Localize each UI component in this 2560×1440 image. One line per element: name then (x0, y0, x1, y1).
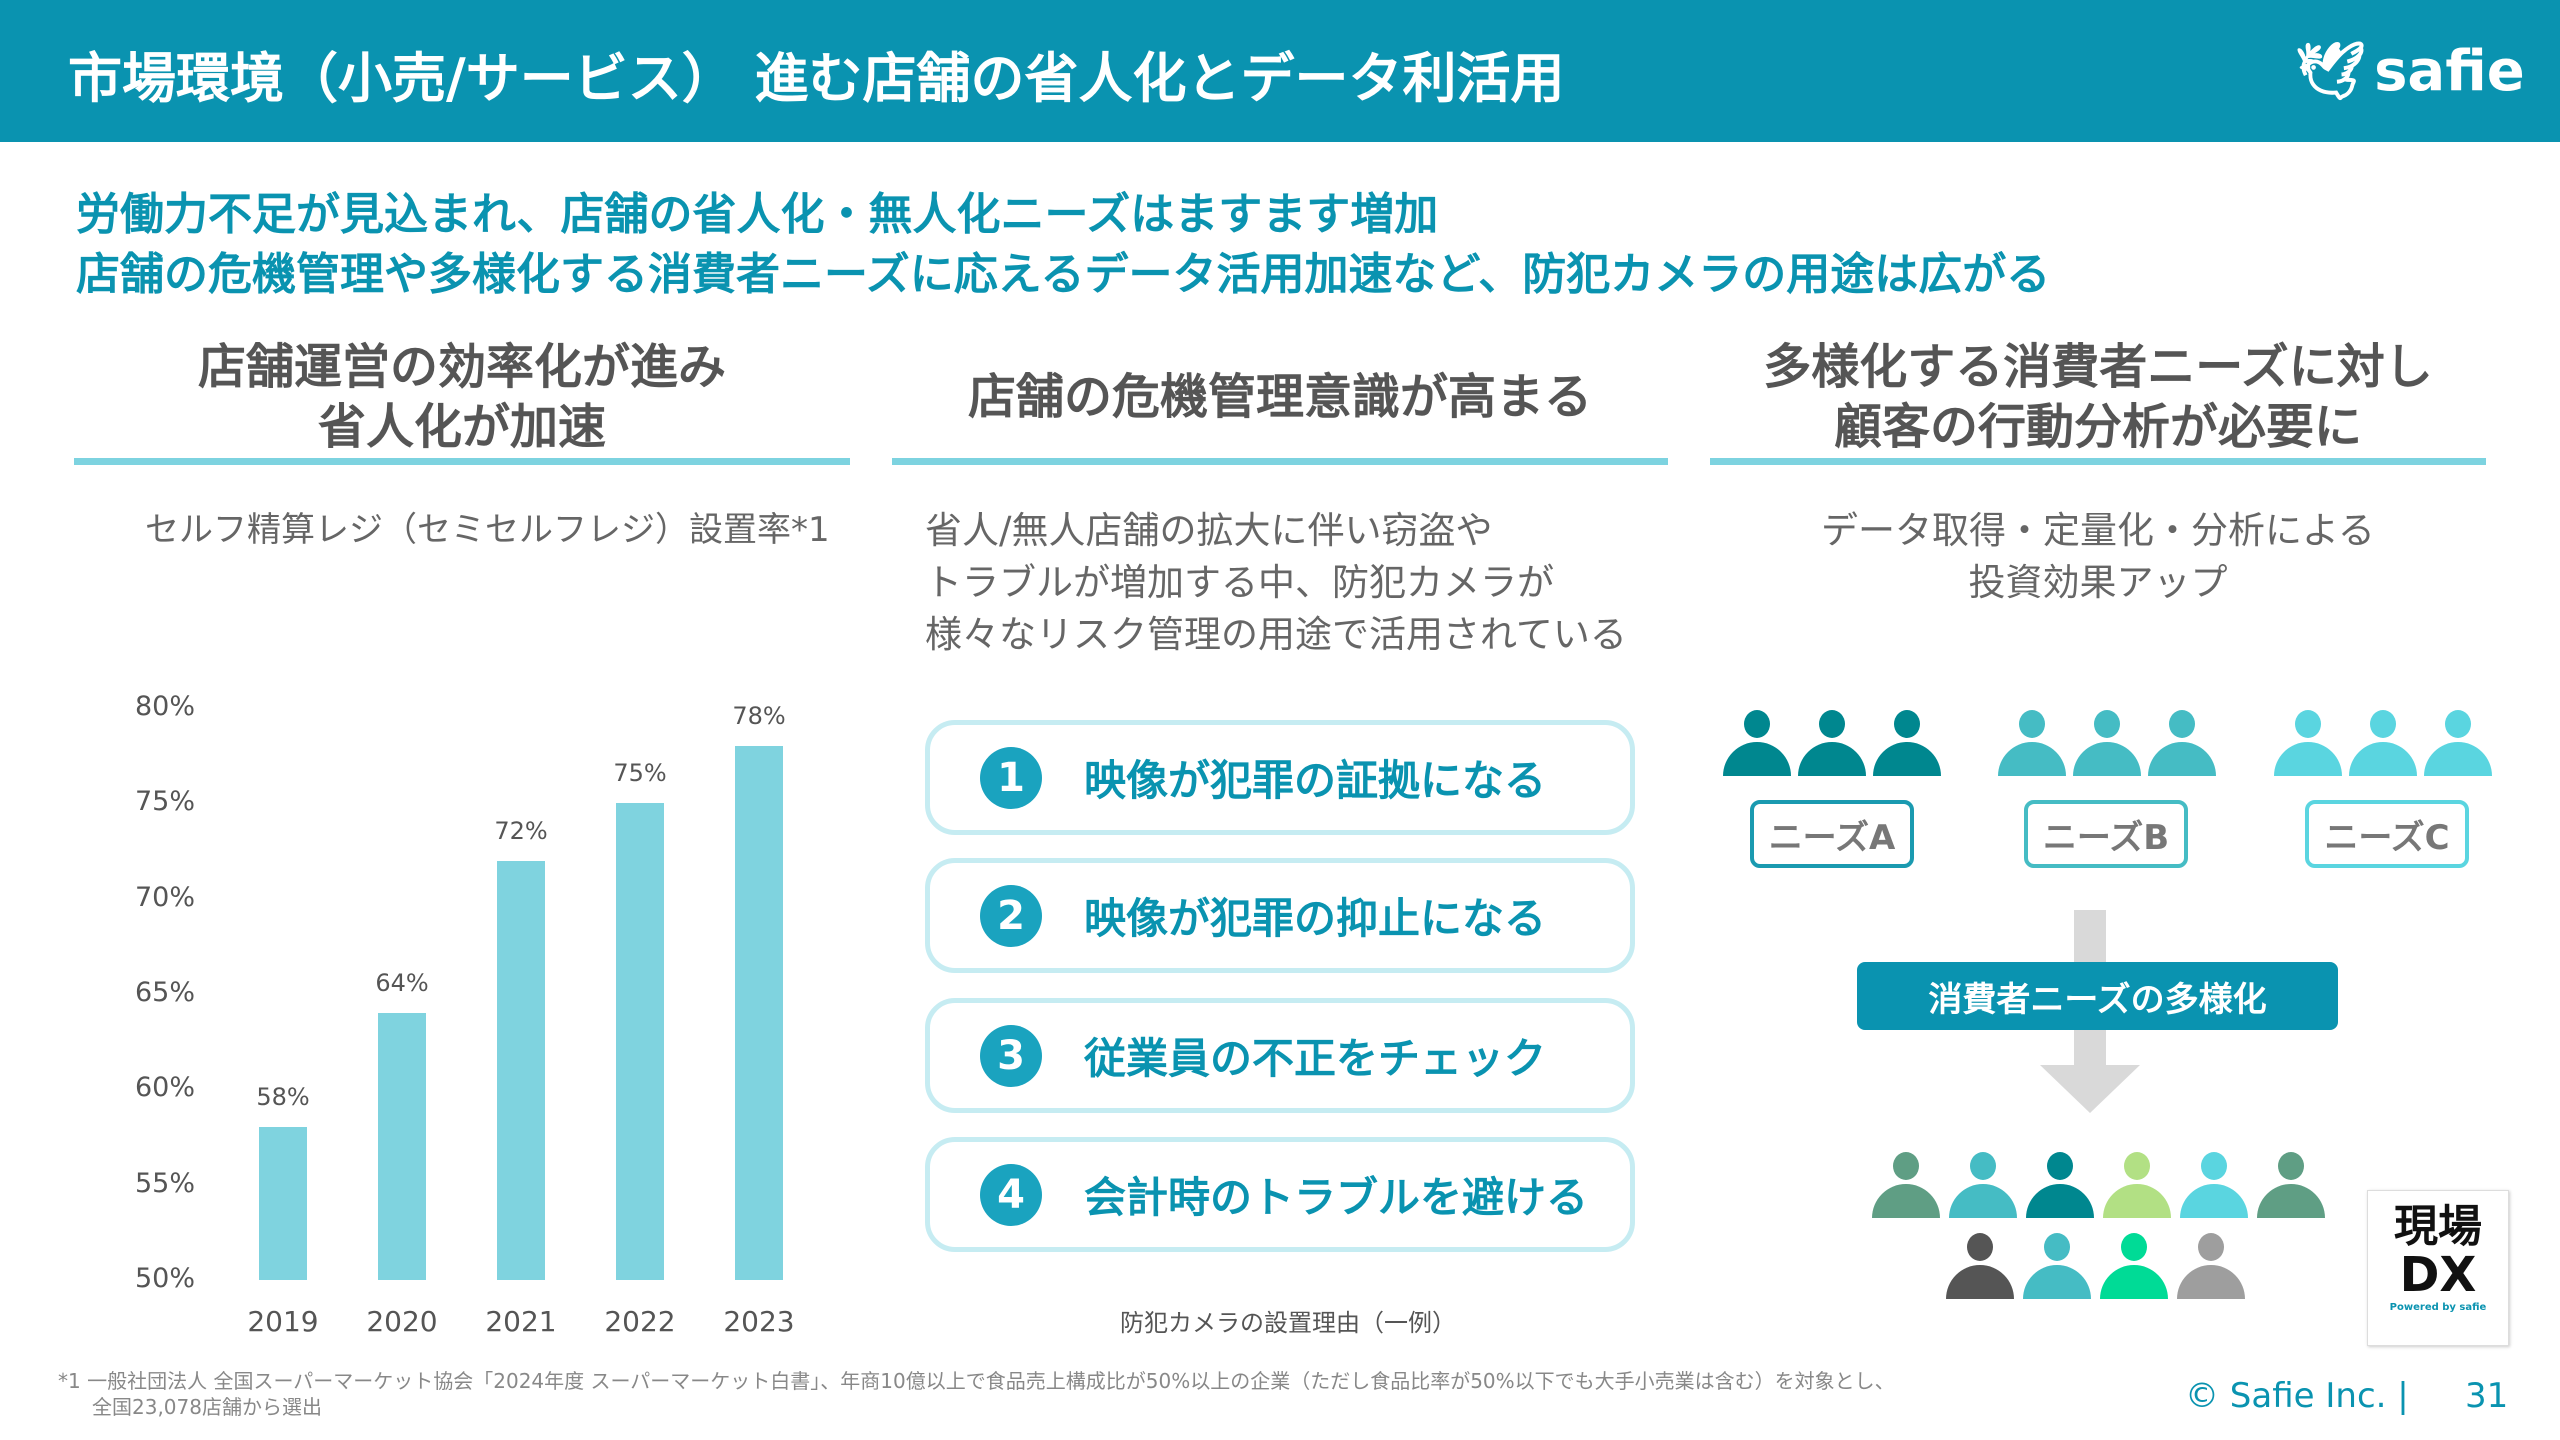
x-tick-label: 2020 (366, 1305, 438, 1338)
col2-text: 省人/無人店舗の拡大に伴い窃盗や トラブルが増加する中、防犯カメラが 様々なリスク管… (925, 509, 1627, 656)
y-tick-label: 60% (134, 1072, 195, 1104)
page-title: 市場環境（小売/サービス） 進む店舗の省人化とデータ利活用 (68, 47, 1565, 110)
value-label: 78% (732, 702, 786, 731)
number-badge: 3 (980, 1024, 1042, 1087)
reason-item-1: 1 映像が犯罪の証拠になる (925, 720, 1635, 835)
value-label: 64% (375, 969, 429, 998)
number-badge: 2 (980, 884, 1042, 947)
person-icon (1946, 1233, 2014, 1299)
person-icon (1998, 710, 2066, 776)
y-tick-label: 55% (134, 1167, 195, 1199)
bird-icon: 🕊 (2295, 39, 2367, 104)
bar (259, 1127, 307, 1280)
subtitle-line-2: 店舗の危機管理や多様化する消費者ニーズに応えるデータ活用加速など、防犯カメラの用… (76, 249, 2051, 300)
person-icon (1872, 1152, 1940, 1218)
person-icon (2257, 1152, 2325, 1218)
col1-heading: 店舗運営の効率化が進み 省人化が加速 (74, 335, 850, 465)
person-icon (2177, 1233, 2245, 1299)
safie-logo: 🕊 safie (2295, 38, 2525, 105)
reasons-caption: 防犯カメラの設置理由（一例） (1120, 1309, 1456, 1337)
reason-item-3: 3 従業員の不正をチェック (925, 998, 1635, 1113)
col2-heading: 店舗の危機管理意識が高まる (892, 335, 1668, 465)
person-icon (2026, 1152, 2094, 1218)
value-label: 58% (256, 1083, 310, 1112)
person-icon (1798, 710, 1866, 776)
person-icon (2180, 1152, 2248, 1218)
chart-title: セルフ精算レジ（セミセルフレジ）設置率*1 (145, 510, 830, 550)
number-badge: 1 (980, 746, 1042, 809)
person-icon (2103, 1152, 2171, 1218)
person-icon (2023, 1233, 2091, 1299)
x-tick-label: 2019 (247, 1305, 319, 1338)
person-icon (2424, 710, 2492, 776)
x-tick-label: 2022 (604, 1305, 676, 1338)
down-arrow-icon (2040, 1065, 2140, 1113)
diversification-banner: 消費者ニーズの多様化 (1857, 962, 2338, 1030)
y-tick-label: 50% (134, 1263, 195, 1294)
value-label: 72% (494, 816, 548, 845)
person-icon (1873, 710, 1941, 776)
bar (735, 746, 783, 1280)
y-tick-label: 65% (134, 977, 195, 1008)
x-tick-label: 2023 (723, 1305, 795, 1338)
subtitle-line-1: 労働力不足が見込まれ、店舗の省人化・無人化ニーズはますます増加 (76, 189, 1439, 240)
genba-dx-logo: 現場 DX Powered by safie (2367, 1190, 2509, 1346)
person-icon (2073, 710, 2141, 776)
logo-text: safie (2374, 38, 2525, 104)
person-icon (1949, 1152, 2017, 1218)
reason-label: 会計時のトラブルを避ける (1084, 1173, 1589, 1222)
person-icon (2274, 710, 2342, 776)
need-c-box: ニーズC (2305, 800, 2469, 868)
bar (497, 860, 545, 1280)
bar (378, 1013, 426, 1280)
value-label: 75% (613, 759, 667, 788)
y-tick-label: 75% (134, 786, 195, 818)
col3-text: データ取得・定量化・分析による 投資効果アップ (1821, 509, 2375, 604)
x-tick-label: 2021 (485, 1305, 557, 1338)
reason-label: 従業員の不正をチェック (1084, 1034, 1547, 1083)
y-tick-label: 80% (134, 691, 195, 722)
bar (616, 803, 664, 1280)
need-b-box: ニーズB (2024, 800, 2188, 868)
reason-label: 映像が犯罪の抑止になる (1084, 894, 1547, 943)
col3-heading: 多様化する消費者ニーズに対し 顧客の行動分析が必要に (1710, 335, 2486, 465)
reason-label: 映像が犯罪の証拠になる (1084, 756, 1547, 805)
person-icon (2148, 710, 2216, 776)
page-number: 31 (2465, 1376, 2509, 1416)
y-tick-label: 70% (134, 881, 195, 913)
reason-item-2: 2 映像が犯罪の抑止になる (925, 858, 1635, 973)
number-badge: 4 (980, 1163, 1042, 1226)
person-icon (2349, 710, 2417, 776)
copyright: © Safie Inc. | (2185, 1376, 2409, 1416)
person-icon (1723, 710, 1791, 776)
need-a-box: ニーズA (1750, 800, 1914, 868)
person-icon (2100, 1233, 2168, 1299)
header-bar (0, 0, 2560, 142)
footnote: *1 一般社団法人 全国スーパーマーケット協会「2024年度 スーパーマーケット… (58, 1369, 1895, 1419)
reason-item-4: 4 会計時のトラブルを避ける (925, 1137, 1635, 1252)
